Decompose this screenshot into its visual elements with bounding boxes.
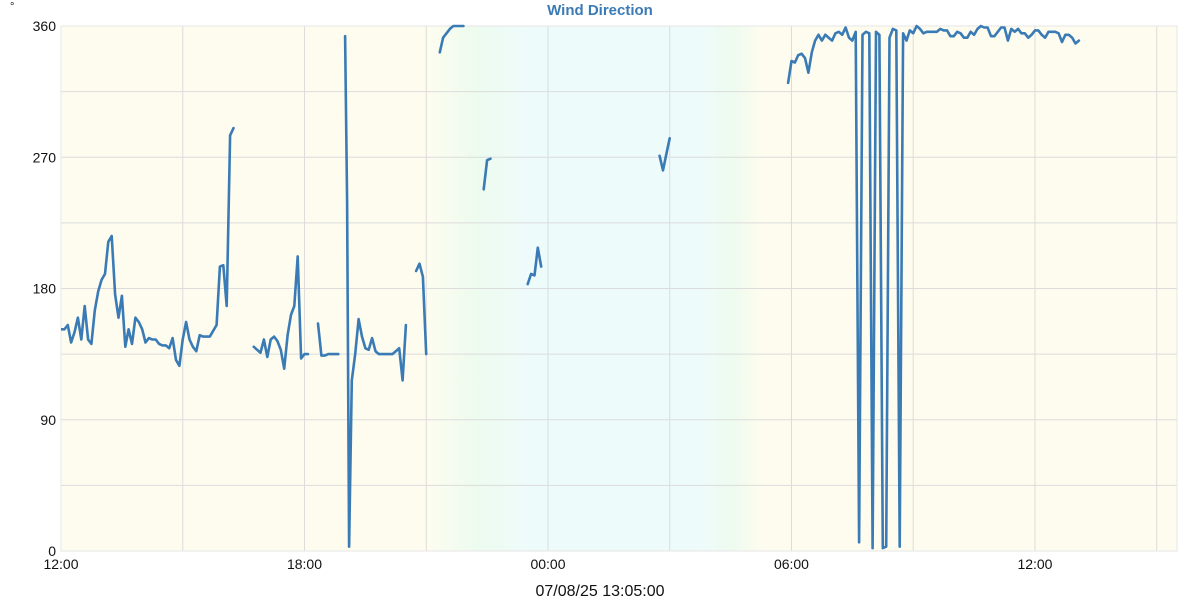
series-line-segment <box>414 262 428 356</box>
plot-border <box>60 25 1178 552</box>
y-axis-ticks: 0 90 180 270 360 <box>33 18 57 559</box>
series-line-segment <box>786 24 1081 550</box>
series-line-segment <box>343 34 408 548</box>
x-tick-label: 12:00 <box>43 556 78 572</box>
y-tick-label: 270 <box>33 149 57 165</box>
series-line-segment <box>482 157 492 191</box>
y-tick-label: 360 <box>33 18 57 34</box>
x-axis-ticks: 12:00 18:00 00:00 06:00 12:00 <box>43 556 1052 572</box>
series-group <box>61 24 1081 550</box>
y-tick-label: 180 <box>33 281 57 297</box>
series-line-segment <box>526 246 543 286</box>
x-tick-label: 00:00 <box>530 556 565 572</box>
series-line-segment <box>438 24 465 54</box>
series-line-segment <box>658 137 672 172</box>
y-tick-label: 0 <box>48 543 56 559</box>
series-line-segment <box>252 255 310 371</box>
x-tick-label: 12:00 <box>1017 556 1052 572</box>
timestamp-label: 07/08/25 13:05:00 <box>535 583 664 600</box>
series-line-segment <box>61 126 235 368</box>
chart-title: Wind Direction <box>547 2 653 19</box>
x-tick-label: 18:00 <box>287 556 322 572</box>
x-tick-label: 06:00 <box>774 556 809 572</box>
y-tick-label: 90 <box>40 412 56 428</box>
series-line-segment <box>316 322 340 357</box>
y-unit-label: ° <box>10 1 14 13</box>
